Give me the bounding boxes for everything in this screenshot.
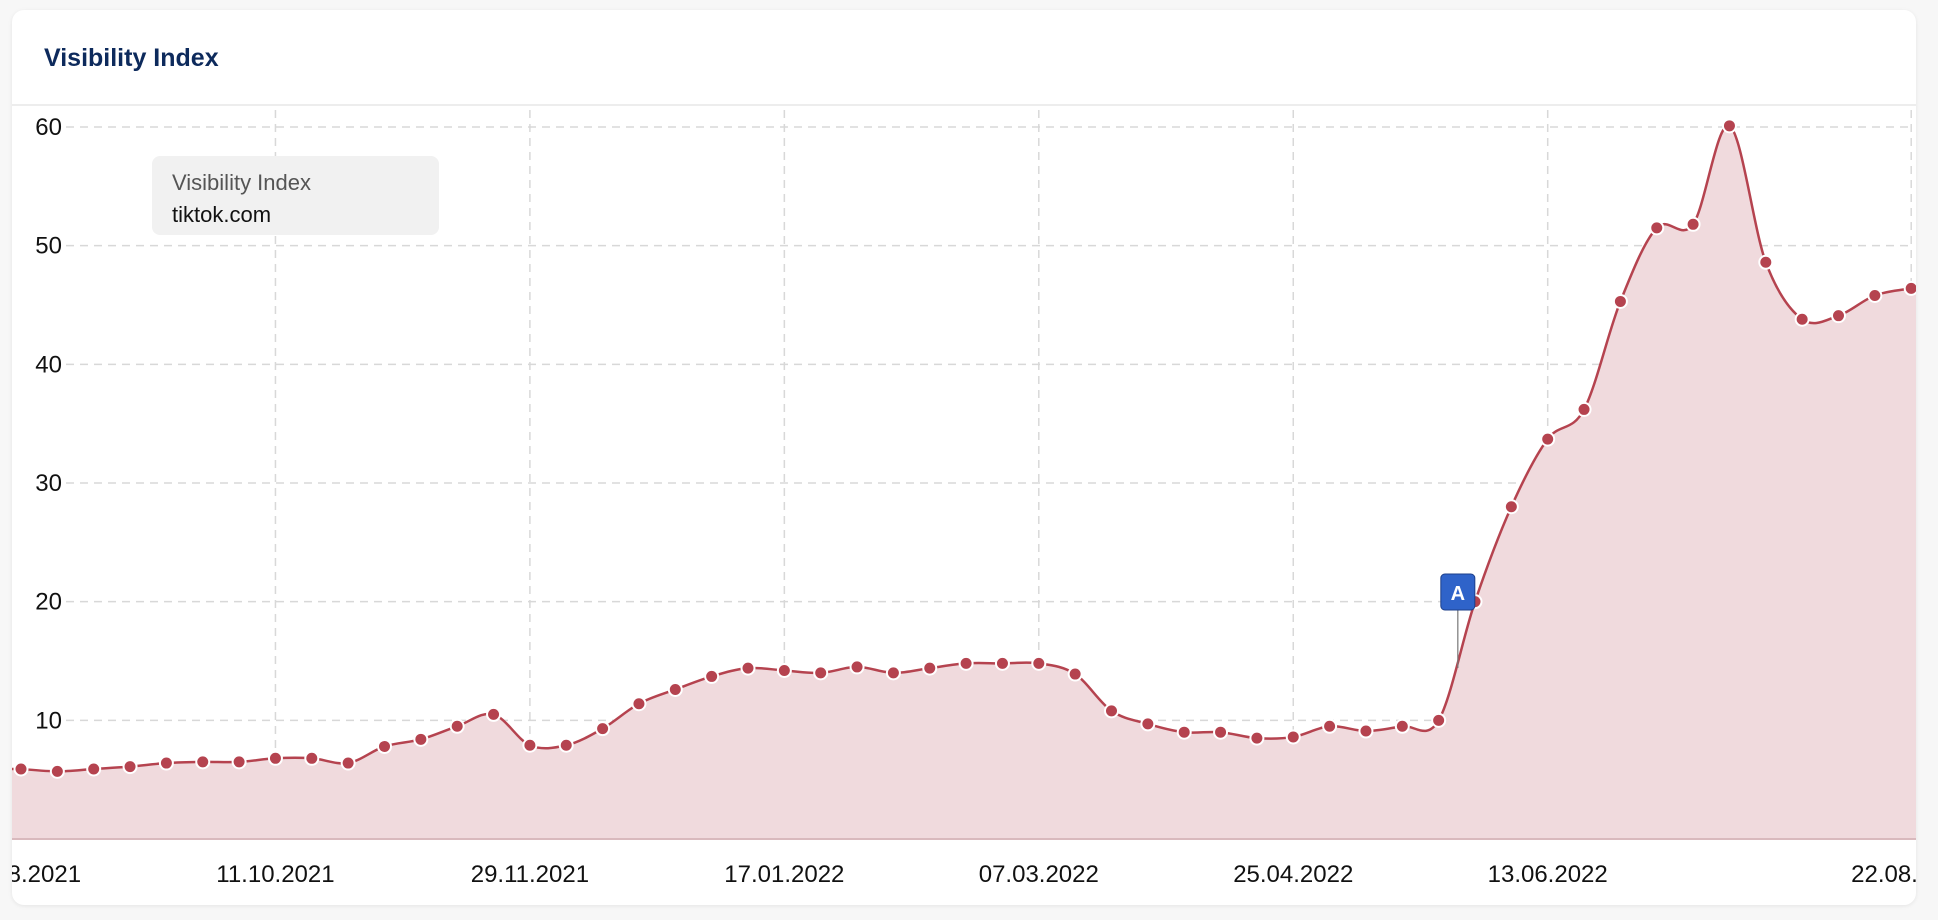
data-point xyxy=(1903,280,1916,296)
y-tick-label: 50 xyxy=(35,233,62,260)
data-point xyxy=(1358,723,1374,739)
annotation-label: A xyxy=(1451,583,1465,605)
data-point xyxy=(813,665,829,681)
data-point xyxy=(595,721,611,737)
data-point xyxy=(486,706,502,722)
data-point xyxy=(1104,703,1119,719)
data-point xyxy=(740,660,756,676)
y-tick-label: 30 xyxy=(35,470,62,497)
data-point xyxy=(994,655,1010,671)
data-point xyxy=(158,755,174,771)
data-point xyxy=(1285,729,1301,745)
chart-legend: Visibility Index tiktok.com xyxy=(152,156,439,235)
data-point xyxy=(1685,216,1701,232)
data-point xyxy=(1503,499,1519,515)
data-point xyxy=(631,696,647,712)
data-point xyxy=(885,665,901,681)
data-point xyxy=(1576,401,1592,417)
data-point xyxy=(1213,724,1229,740)
y-tick-label: 60 xyxy=(35,114,62,141)
data-point xyxy=(958,655,974,671)
data-point xyxy=(1867,288,1883,304)
y-tick-label: 10 xyxy=(35,707,62,734)
x-tick-label: 22.08.2022 xyxy=(1851,861,1938,888)
data-point xyxy=(86,761,102,777)
y-tick-label: 40 xyxy=(35,351,62,378)
data-point xyxy=(1431,712,1447,728)
data-point xyxy=(340,755,356,771)
data-point xyxy=(195,754,211,770)
data-point xyxy=(1176,724,1192,740)
data-point xyxy=(1794,311,1810,327)
legend-domain: tiktok.com xyxy=(172,202,272,227)
legend-label: Visibility Index xyxy=(172,170,311,195)
x-tick-label: 29.11.2021 xyxy=(471,861,589,888)
divider xyxy=(12,104,1916,106)
data-point xyxy=(449,718,465,734)
data-point xyxy=(1831,308,1846,324)
data-point xyxy=(1067,666,1083,682)
plot-area: 23.08.2021 11.10.2021 29.11.2021 17.01.2022… xyxy=(0,110,1938,888)
data-point xyxy=(1721,118,1737,134)
x-tick-label: 23.08.2021 xyxy=(0,861,81,888)
data-point xyxy=(49,763,65,779)
data-point xyxy=(776,662,792,678)
card-title: Visibility Index xyxy=(44,44,219,72)
data-point xyxy=(267,750,283,766)
data-point xyxy=(1540,431,1556,447)
data-point xyxy=(1140,716,1156,732)
data-point xyxy=(922,660,938,676)
data-point xyxy=(1394,718,1410,734)
data-point xyxy=(704,668,720,684)
data-point xyxy=(1031,655,1047,671)
x-tick-label: 11.10.2021 xyxy=(216,861,334,888)
data-point xyxy=(377,738,392,754)
x-tick-label: 07.03.2022 xyxy=(979,861,1099,888)
data-point xyxy=(1758,254,1774,270)
y-tick-label: 20 xyxy=(35,589,62,616)
data-point xyxy=(413,731,429,747)
data-point xyxy=(231,754,247,770)
data-point xyxy=(522,737,538,753)
data-point xyxy=(304,750,320,766)
x-tick-label: 13.06.2022 xyxy=(1488,861,1608,888)
data-point xyxy=(849,659,865,675)
annotation-box xyxy=(1440,573,1476,611)
data-point xyxy=(1649,220,1665,236)
x-tick-label: 25.04.2022 xyxy=(1233,861,1353,888)
data-point xyxy=(1249,730,1265,746)
data-point xyxy=(13,761,29,777)
data-point xyxy=(122,759,138,775)
data-point xyxy=(1612,293,1628,309)
data-point xyxy=(558,737,574,753)
data-point xyxy=(667,681,683,697)
annotation-flag[interactable]: A xyxy=(1440,573,1476,611)
data-point xyxy=(1322,718,1338,734)
x-tick-label: 17.01.2022 xyxy=(724,861,844,888)
